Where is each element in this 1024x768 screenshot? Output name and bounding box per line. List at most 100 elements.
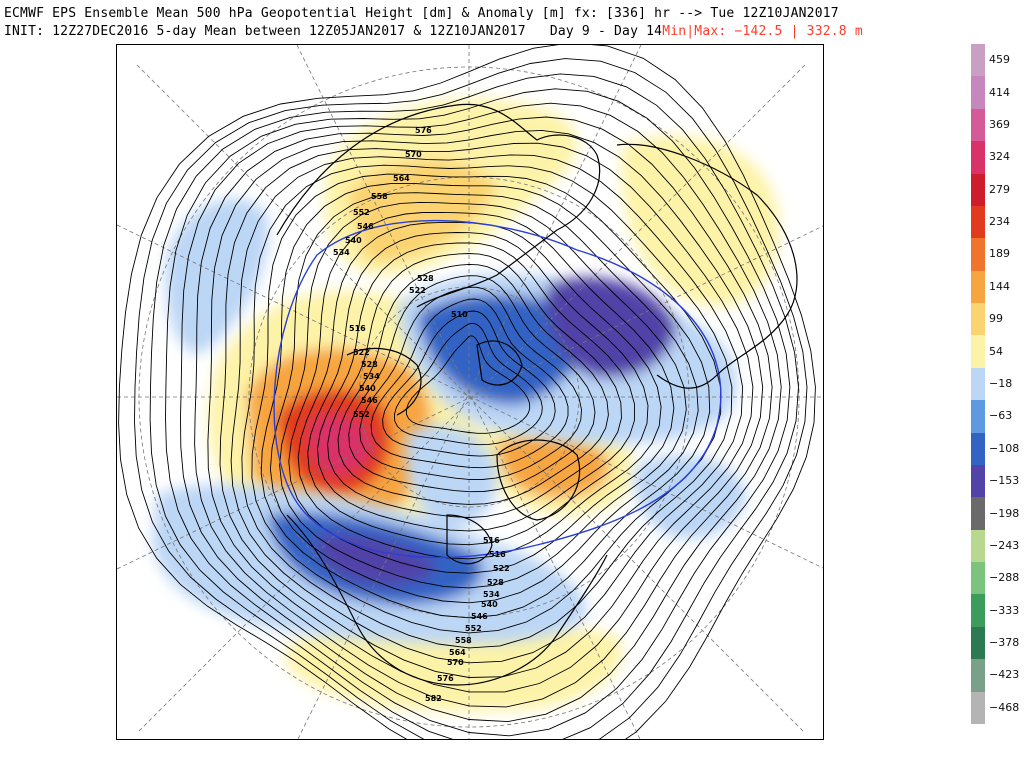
height-contour xyxy=(180,102,782,723)
contour-label: 534 xyxy=(483,590,500,599)
contour-label: 546 xyxy=(357,222,374,231)
coast-asia xyxy=(276,103,601,308)
color-scale-swatch xyxy=(971,141,985,175)
height-contour xyxy=(207,129,764,693)
height-contour xyxy=(230,154,744,664)
height-contour xyxy=(279,201,687,589)
color-scale-swatch xyxy=(971,173,985,207)
min-max-readout: Min|Max: −142.5 | 332.8 m xyxy=(662,24,863,39)
contour-label: 516 xyxy=(489,550,506,559)
contour-label: 564 xyxy=(393,174,410,183)
init-info: INIT: 12Z27DEC2016 5-day Mean between 12… xyxy=(4,24,663,39)
color-scale-swatch xyxy=(971,367,985,401)
color-scale-label: −243 xyxy=(989,538,1020,552)
contour-label: 528 xyxy=(487,578,504,587)
color-scale-swatch xyxy=(971,335,985,369)
color-scale-swatch xyxy=(971,303,985,336)
contour-540-highlight xyxy=(273,219,722,559)
color-scale-label: −63 xyxy=(989,409,1013,423)
height-contour xyxy=(260,182,711,619)
color-scale-swatch xyxy=(971,108,985,142)
contour-label: 516 xyxy=(483,536,500,545)
anomaly-gulf-mexico-ridge xyxy=(287,618,623,712)
anomaly-alaska-trough xyxy=(165,198,269,355)
contour-label: 552 xyxy=(465,624,482,633)
contour-label: 570 xyxy=(447,658,464,667)
contour-label: 582 xyxy=(425,694,442,703)
color-scale-label: −198 xyxy=(989,506,1020,520)
color-scale-swatch xyxy=(971,659,985,693)
color-scale-swatch xyxy=(971,400,985,434)
height-contour xyxy=(359,286,582,480)
contour-label: 528 xyxy=(361,360,378,369)
height-contour xyxy=(251,173,722,634)
contour-label: 540 xyxy=(345,236,362,245)
height-contour xyxy=(317,242,635,532)
height-contour xyxy=(241,164,733,649)
contour-label: 558 xyxy=(455,636,472,645)
anomaly-scandinavia-trough xyxy=(546,277,677,378)
color-scale-label: −153 xyxy=(989,474,1020,488)
color-scale-swatch xyxy=(971,497,985,531)
height-contour xyxy=(118,45,816,739)
contour-label: 516 xyxy=(349,324,366,333)
height-contour xyxy=(194,116,773,708)
color-scale-label: 99 xyxy=(989,312,1003,326)
contour-label: 576 xyxy=(415,126,432,135)
contour-label: 552 xyxy=(353,410,370,419)
map-panel: 576 570 564 558 552 546 540 534 528 522 516 510 522 5… xyxy=(116,44,824,740)
coast-europe xyxy=(616,143,798,389)
color-scale-label: −333 xyxy=(989,603,1020,617)
color-scale-swatch xyxy=(971,464,985,498)
height-contour xyxy=(382,310,556,457)
color-scale-label: −378 xyxy=(989,636,1020,650)
color-scale-swatch xyxy=(971,529,985,563)
coast-north-america xyxy=(286,514,608,686)
height-contour xyxy=(219,142,754,678)
coast-alaska xyxy=(346,347,422,416)
coast-greenland xyxy=(496,439,581,521)
map-title: ECMWF EPS Ensemble Mean 500 hPa Geopoten… xyxy=(4,6,839,21)
color-scale-label: 279 xyxy=(989,182,1010,196)
height-contour xyxy=(269,192,699,604)
map-subtitle: INIT: 12Z27DEC2016 5-day Mean between 12… xyxy=(4,24,863,39)
contour-label: 570 xyxy=(405,150,422,159)
color-scale-label: 324 xyxy=(989,150,1010,164)
anomaly-east-atlantic-trough xyxy=(634,455,747,539)
contour-label: 558 xyxy=(371,192,388,201)
height-contour xyxy=(405,335,531,434)
color-scale-label: −108 xyxy=(989,441,1020,455)
contour-label: 528 xyxy=(417,274,434,283)
color-scale-label: −288 xyxy=(989,571,1020,585)
color-scale-label: 414 xyxy=(989,85,1010,99)
color-scale-swatch xyxy=(971,432,985,466)
color-scale-swatch xyxy=(971,238,985,272)
contour-label: 576 xyxy=(437,674,454,683)
color-scale-label: 54 xyxy=(989,344,1003,358)
height-contour xyxy=(337,263,609,505)
contour-label: 522 xyxy=(353,348,370,357)
height-contour xyxy=(348,275,596,493)
color-scale-label: 189 xyxy=(989,247,1010,261)
contour-label: 522 xyxy=(493,564,510,573)
color-scale-swatch xyxy=(971,76,985,110)
contour-label: 540 xyxy=(481,600,498,609)
anomaly-atlantic-ridge-core xyxy=(497,432,609,498)
contour-label: 564 xyxy=(449,648,466,657)
contour-label: 546 xyxy=(471,612,488,621)
height-contour xyxy=(134,58,808,739)
anomaly-shading xyxy=(152,98,779,712)
coast-arctic-islands xyxy=(476,340,523,386)
color-scale-label: −18 xyxy=(989,377,1013,390)
contour-label: 522 xyxy=(409,286,426,295)
polar-stereographic-map: 5765705645585525465405345285225165105225… xyxy=(117,45,823,739)
anomaly-color-scale: 459 414 369 324 279 234 189 144 99 54 −18 −63 −108 −1… xyxy=(971,44,1021,725)
height-contour xyxy=(149,73,799,739)
color-scale-swatch xyxy=(971,270,985,304)
geopotential-height-contours xyxy=(118,45,816,739)
color-scale-label: 459 xyxy=(989,53,1010,67)
height-contour xyxy=(307,232,649,546)
contour-label: 546 xyxy=(361,396,378,405)
color-scale-swatch xyxy=(971,562,985,595)
color-scale-swatch xyxy=(971,626,985,660)
